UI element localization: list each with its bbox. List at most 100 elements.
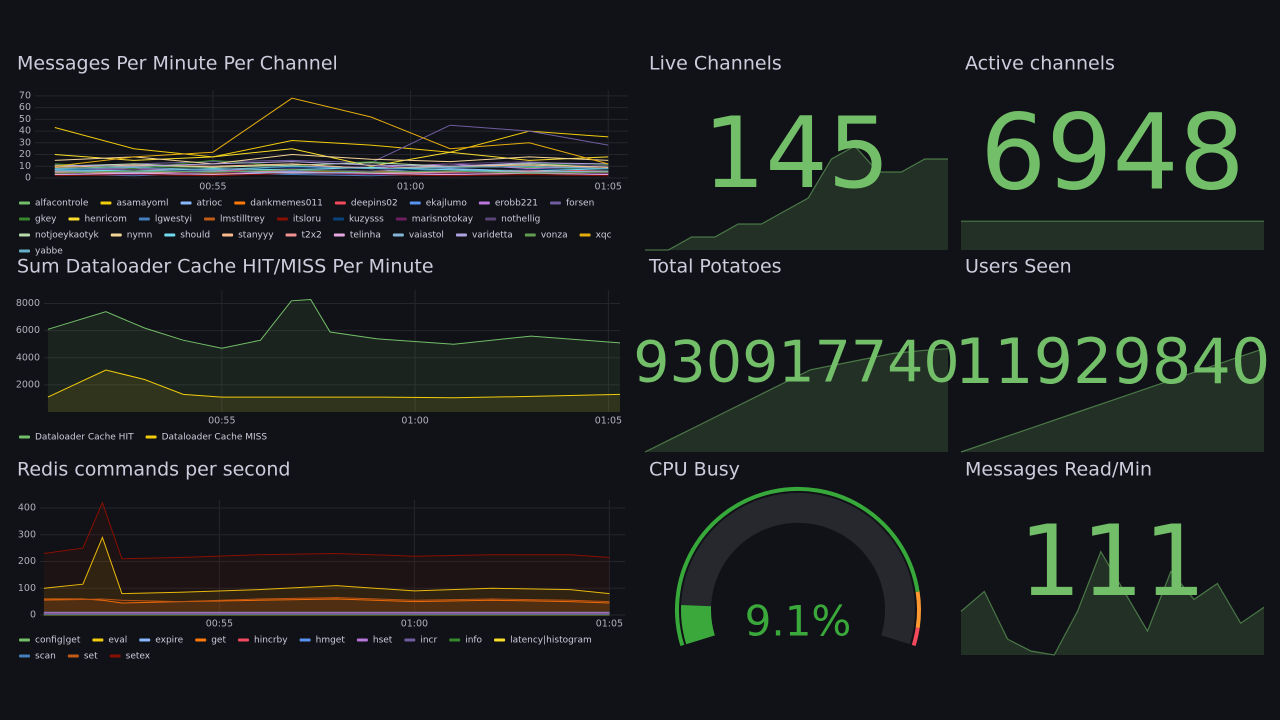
legend-label: Dataloader Cache MISS: [162, 433, 268, 443]
series-area: [43, 597, 610, 615]
legend-label: info: [465, 636, 482, 646]
series-line: [43, 501, 610, 560]
legend-label: deepins02: [351, 199, 398, 209]
legend-label: xqc: [596, 231, 612, 241]
legend-label: config|get: [35, 636, 81, 646]
legend-label: hset: [373, 636, 393, 646]
y-tick-label: 2000: [16, 379, 40, 390]
legend-swatch: [204, 217, 215, 221]
y-tick-label: 100: [18, 583, 36, 594]
legend-swatch: [333, 217, 345, 221]
legend-label: notjoeykaotyk: [35, 231, 100, 241]
y-tick-label: 8000: [16, 298, 40, 309]
legend-label: henricom: [84, 215, 126, 225]
legend-label: lgwestyi: [155, 215, 192, 225]
x-tick-label: 00:55: [208, 416, 235, 427]
x-tick-label: 00:55: [199, 182, 226, 193]
series-line: [54, 127, 609, 158]
series-line: [54, 124, 609, 167]
legend-swatch: [19, 435, 30, 439]
x-tick-label: 00:55: [206, 619, 233, 630]
legend-label: marisnotokay: [412, 215, 474, 225]
series-line: [47, 369, 621, 399]
legend-swatch: [19, 233, 30, 237]
legend-swatch: [19, 654, 30, 658]
panel-title: Users Seen: [965, 256, 1072, 278]
legend-label: hincrby: [254, 636, 288, 646]
legend-swatch: [180, 201, 192, 205]
panel-title: Active channels: [965, 53, 1115, 75]
legend-label: nothellig: [501, 215, 540, 225]
legend-swatch: [92, 638, 104, 642]
stat-value: 11929840: [955, 325, 1271, 398]
x-tick-label: 01:05: [595, 416, 622, 427]
panel-title: CPU Busy: [649, 459, 740, 481]
stat-value: 145: [703, 97, 890, 211]
legend-swatch: [285, 233, 297, 237]
series-line: [54, 165, 609, 171]
legend-swatch: [19, 217, 30, 221]
legend-label: lmstilltrey: [220, 215, 266, 225]
gauge-value-label: 9.1%: [745, 597, 852, 646]
y-tick-label: 60: [19, 102, 31, 113]
legend-swatch: [524, 233, 536, 237]
legend-label: setex: [126, 652, 151, 662]
sparkline-area: [645, 146, 948, 250]
series-area: [43, 502, 610, 615]
legend-swatch: [299, 638, 311, 642]
y-tick-label: 0: [30, 610, 36, 621]
legend-swatch: [276, 217, 288, 221]
legend-swatch: [549, 201, 561, 205]
sparkline: [960, 550, 1265, 656]
legend-swatch: [68, 217, 80, 221]
series-line: [47, 298, 621, 349]
legend-swatch: [138, 217, 150, 221]
series-area: [43, 537, 610, 615]
legend-label: kuzysss: [349, 215, 384, 225]
series-area: [47, 370, 620, 412]
legend-swatch: [485, 217, 497, 221]
legend-label: latency|histogram: [510, 636, 592, 646]
legend-label: varidetta: [472, 231, 513, 241]
series-area: [43, 599, 610, 615]
y-tick-label: 30: [19, 137, 31, 148]
series-line: [54, 148, 609, 167]
y-tick-label: 0: [25, 173, 31, 184]
legend-swatch: [449, 638, 461, 642]
legend-label: nymn: [127, 231, 153, 241]
y-tick-label: 50: [19, 114, 31, 125]
legend-swatch: [109, 654, 121, 658]
legend-label: set: [84, 652, 98, 662]
legend-swatch: [19, 638, 30, 642]
legend-swatch: [478, 201, 490, 205]
legend-label: should: [180, 231, 210, 241]
legend-label: erobb221: [495, 199, 538, 209]
legend-swatch: [145, 435, 157, 439]
y-tick-label: 70: [19, 90, 31, 101]
gauge-value: [681, 604, 715, 645]
sparkline: [960, 348, 1265, 453]
series-line: [54, 163, 609, 170]
legend-label: alfacontrole: [35, 199, 89, 209]
gauge-threshold: [915, 591, 922, 629]
legend-swatch: [100, 201, 112, 205]
legend-label: vaiastol: [409, 231, 444, 241]
legend-swatch: [579, 233, 591, 237]
series-line: [54, 163, 609, 172]
gauge-track: [681, 492, 915, 645]
legend-swatch: [164, 233, 176, 237]
panel-title: Sum Dataloader Cache HIT/MISS Per Minute: [17, 256, 434, 278]
legend-label: eval: [108, 636, 127, 646]
y-tick-label: 40: [19, 126, 31, 137]
legend-label: ekajlumo: [426, 199, 468, 209]
gauge-threshold: [674, 486, 920, 646]
panel-title: Total Potatoes: [648, 256, 782, 278]
x-tick-label: 01:05: [595, 182, 622, 193]
legend-swatch: [404, 638, 416, 642]
series-line: [43, 598, 610, 604]
sparkline-area: [645, 348, 948, 452]
legend-label: Dataloader Cache HIT: [35, 433, 134, 443]
panel-title: Messages Per Minute Per Channel: [17, 53, 338, 75]
legend-label: t2x2: [302, 231, 322, 241]
